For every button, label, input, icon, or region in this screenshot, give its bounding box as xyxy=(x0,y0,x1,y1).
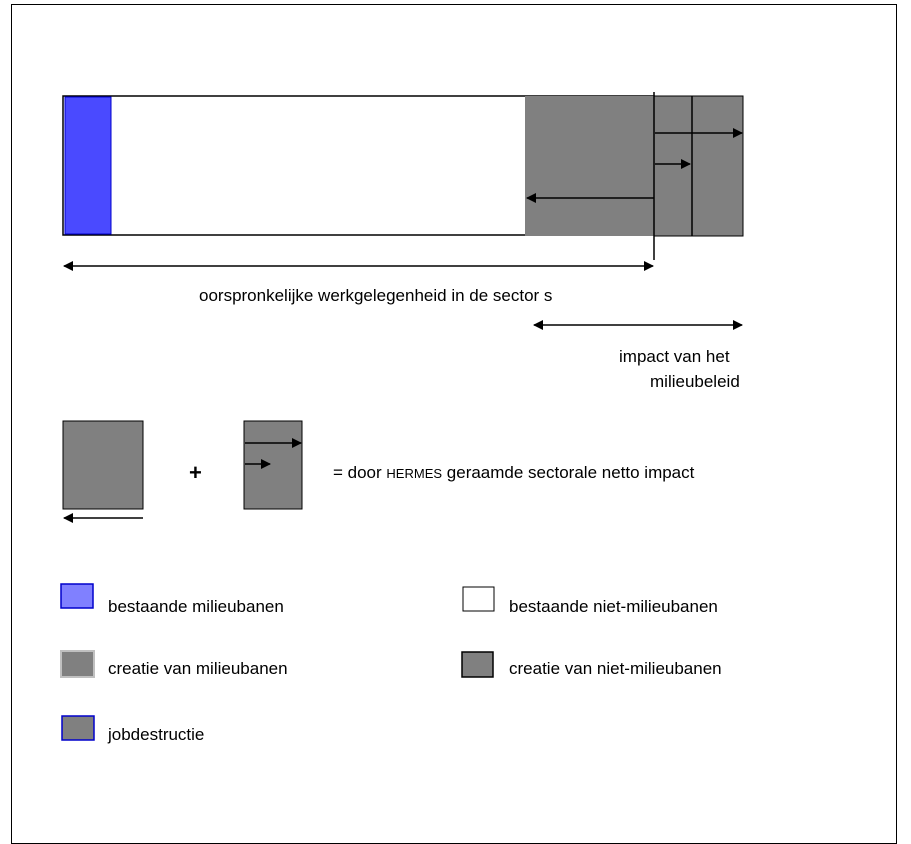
impact-caption-line1: impact van het xyxy=(619,347,730,366)
legend-label-creation-environment-jobs: creatie van milieubanen xyxy=(108,659,288,678)
job-creation-block xyxy=(653,95,744,237)
legend-swatch-creation-environment-jobs xyxy=(60,650,95,678)
equation-model-name: HERMES xyxy=(386,466,443,481)
legend-label-existing-non-environment-jobs: bestaande niet-milieubanen xyxy=(509,597,718,616)
equation-text: = door HERMES geraamde sectorale netto i… xyxy=(333,463,694,483)
legend-label-existing-environment-jobs: bestaande milieubanen xyxy=(108,597,284,616)
legend-swatch-job-destruction xyxy=(61,715,95,741)
legend-label-creation-non-environment-jobs: creatie van niet-milieubanen xyxy=(509,659,722,678)
legend-swatch-existing-environment-jobs xyxy=(60,583,94,609)
equation-creation-box xyxy=(243,420,303,510)
job-destruction-block xyxy=(525,96,654,236)
legend-label-job-destruction: jobdestructie xyxy=(108,725,205,744)
equation-prefix: = door xyxy=(333,463,382,482)
equation-suffix: geraamde sectorale netto impact xyxy=(446,463,695,482)
existing-environment-jobs-block xyxy=(64,96,112,235)
impact-caption-line2: milieubeleid xyxy=(650,372,740,391)
equation-destruction-box xyxy=(62,420,144,510)
plus-sign: + xyxy=(189,460,202,485)
legend-swatch-existing-non-environment-jobs xyxy=(462,586,495,612)
legend-swatch-creation-non-environment-jobs xyxy=(461,651,494,678)
original-employment-caption: oorspronkelijke werkgelegenheid in de se… xyxy=(199,286,553,305)
